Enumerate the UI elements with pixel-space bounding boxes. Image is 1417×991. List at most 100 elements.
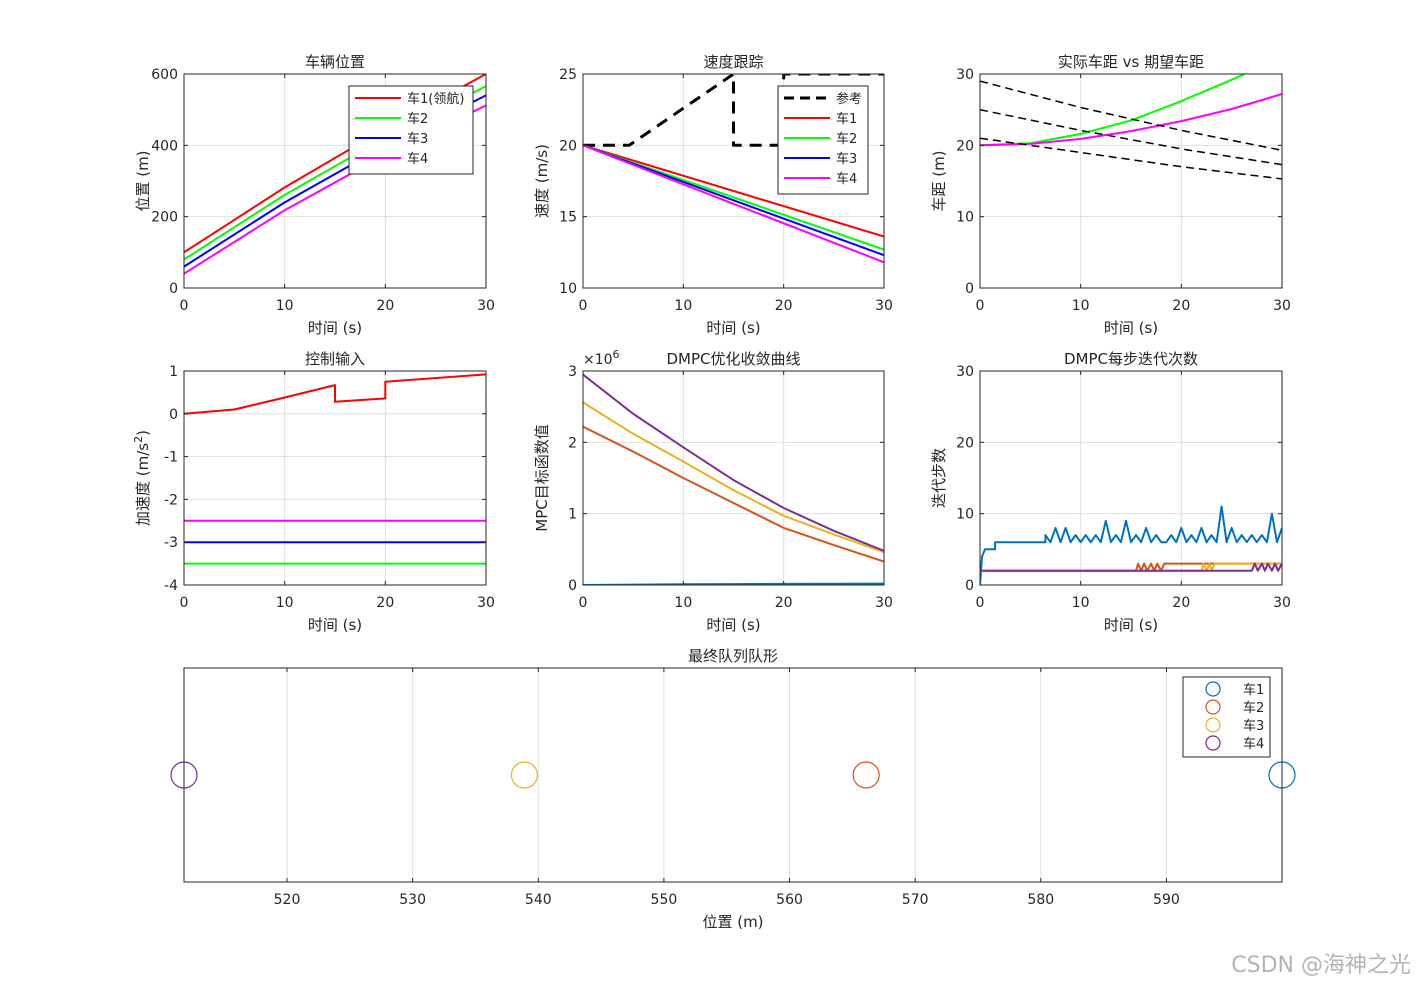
tick-label-x: 580 [1027,892,1054,908]
tick-label-x: 0 [180,298,189,314]
tick-label-x: 10 [674,595,692,611]
tick-label-y: 600 [151,67,178,83]
tick-label-x: 20 [376,298,394,314]
series-line-车3 [583,401,884,554]
tick-label-y: 20 [956,138,974,154]
y-axis-label: MPC目标函数值 [533,424,551,531]
chart-title: 速度跟踪 [703,53,763,71]
tick-label-y: -3 [164,535,178,551]
legend: 车1(领航) 车2 车3 车4 [348,85,474,175]
tick-label-y: 0 [965,578,974,594]
tick-label-x: 20 [376,595,394,611]
tick-label-x: 30 [477,298,495,314]
tick-label-y: -4 [164,578,178,594]
tick-label-y: 10 [559,281,577,297]
tick-label-y: 400 [151,138,178,154]
tick-label-x: 10 [1072,595,1090,611]
series-line-实际车距 车2-车3 [980,93,1282,147]
tick-label-x: 10 [276,298,294,314]
tick-label-x: 590 [1153,892,1180,908]
legend-box [1182,676,1271,758]
x-axis-label: 时间 (s) [1104,319,1158,337]
series-line-车2 [583,425,884,563]
tick-label-y: 2 [568,435,577,451]
tick-label-x: 520 [274,892,301,908]
tick-label-x: 10 [276,595,294,611]
tick-label-y: 15 [559,210,577,226]
tick-label-x: 20 [775,298,793,314]
tick-label-y: 10 [956,210,974,226]
legend-label: 车3 [836,151,857,167]
x-axis-label: 时间 (s) [308,319,362,337]
y-axis-label: 加速度 (m/s2) [132,430,152,526]
tick-label-x: 30 [875,595,893,611]
tick-label-y: 0 [169,407,178,423]
legend-label: 车4 [407,151,428,167]
tick-label-x: 30 [875,298,893,314]
y-axis-label: 速度 (m/s) [533,144,551,218]
plot-area [184,371,486,585]
y-label-end: ) [134,430,152,436]
axes-box [979,73,1283,289]
marker-车2 [852,761,880,789]
tick-label-y: 3 [568,364,577,380]
x-axis-label: 时间 (s) [706,319,760,337]
tick-label-y: 20 [559,138,577,154]
tick-label-x: 30 [1273,595,1291,611]
legend-marker-车3 [1205,717,1221,733]
tick-label-x: 10 [1072,298,1090,314]
x-axis-label: 时间 (s) [706,616,760,634]
tick-label-x: 0 [579,298,588,314]
tick-label-y: 0 [965,281,974,297]
plot-area [184,668,1282,882]
chart-title: 实际车距 vs 期望车距 [1058,53,1204,71]
tick-label-y: 0 [169,281,178,297]
y-axis-label: 位置 (m) [134,150,152,211]
legend-label: 车4 [836,171,857,187]
x-axis-label: 位置 (m) [702,913,763,931]
axes-box [183,73,487,289]
legend-box [777,85,869,195]
tick-label-y: 200 [151,210,178,226]
tick-label-y: 30 [956,364,974,380]
chart-title: 最终队列队形 [688,647,778,665]
series-line-车4 [980,562,1282,572]
plot-area [583,371,884,585]
tick-label-y: -2 [164,492,178,508]
y-label-base: 加速度 (m/s [134,443,152,526]
legend-label: 车4 [1243,736,1264,752]
chart-title: 控制输入 [305,350,365,368]
tick-label-y: 1 [169,364,178,380]
chart-title: 车辆位置 [305,53,365,71]
legend-label: 车1 [1243,682,1264,698]
tick-label-y: 20 [956,435,974,451]
legend-label: 车1 [836,111,857,127]
series-group [980,505,1282,585]
series-line-车1 [583,144,884,238]
exponent-power: 6 [613,348,620,361]
legend-label: 车3 [1243,718,1264,734]
y-label-sup: 2 [132,436,145,443]
tick-label-x: 0 [579,595,588,611]
legend-label: 车2 [1243,700,1264,716]
series-line-车2 [980,562,1282,572]
legend-label: 车2 [836,131,857,147]
axes-box [582,73,885,289]
x-axis-label: 时间 (s) [1104,616,1158,634]
plot-area [980,74,1282,288]
tick-label-x: 540 [525,892,552,908]
axes-box [582,370,885,586]
series-group [980,74,1282,180]
tick-label-x: 0 [976,595,985,611]
legend-marker-车2 [1205,699,1221,715]
series-line-车3 [583,144,884,257]
